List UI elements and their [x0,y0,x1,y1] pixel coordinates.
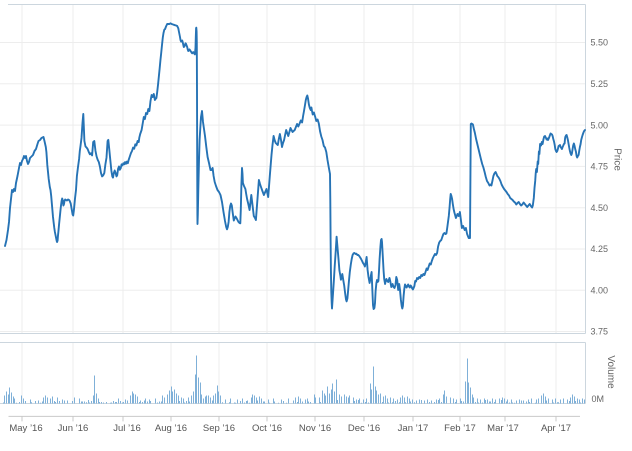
svg-text:Mar ’17: Mar ’17 [487,423,519,434]
svg-text:3.75: 3.75 [591,327,609,337]
svg-text:Apr ’17: Apr ’17 [541,423,571,434]
svg-text:Dec ’16: Dec ’16 [348,423,380,434]
svg-text:Jan ’17: Jan ’17 [398,423,429,434]
svg-text:4.00: 4.00 [591,286,609,296]
svg-text:Jul ’16: Jul ’16 [113,423,140,434]
svg-text:Price: Price [612,148,623,171]
svg-text:4.25: 4.25 [591,244,609,254]
svg-text:Aug ’16: Aug ’16 [155,423,187,434]
svg-text:0M: 0M [592,394,605,404]
svg-text:Oct ’16: Oct ’16 [252,423,282,434]
svg-text:Jun ’16: Jun ’16 [58,423,89,434]
svg-text:5.50: 5.50 [591,38,609,48]
svg-text:5.25: 5.25 [591,79,609,89]
svg-text:May ’16: May ’16 [9,423,42,434]
svg-text:4.75: 4.75 [591,162,609,172]
svg-text:Nov ’16: Nov ’16 [299,423,331,434]
svg-text:5.00: 5.00 [591,120,609,130]
svg-text:Sep ’16: Sep ’16 [203,423,235,434]
svg-text:4.50: 4.50 [591,203,609,213]
svg-text:Feb ’17: Feb ’17 [444,423,476,434]
svg-text:Volume: Volume [605,355,616,389]
